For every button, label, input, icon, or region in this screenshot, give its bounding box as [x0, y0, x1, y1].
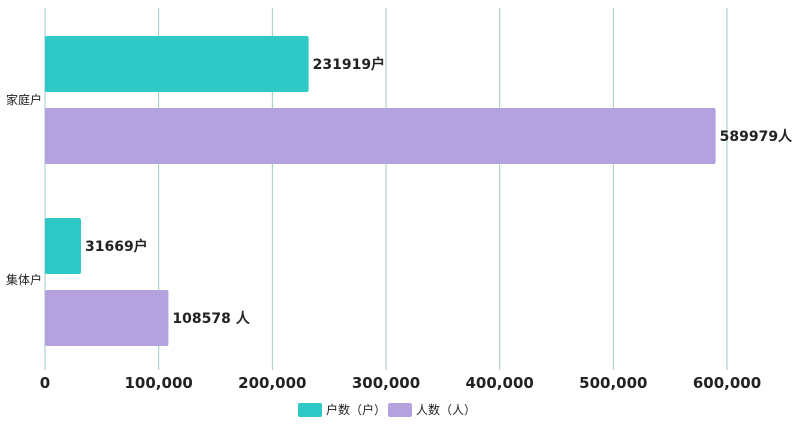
- category-label: 集体户: [6, 272, 42, 287]
- legend-label: 人数（人）: [416, 402, 476, 417]
- x-tick-label: 200,000: [238, 374, 306, 392]
- x-tick-label: 300,000: [352, 374, 420, 392]
- data-label: 31669户: [85, 238, 148, 255]
- category-label: 家庭户: [6, 92, 42, 107]
- x-tick-label: 600,000: [693, 374, 761, 392]
- x-tick-label: 100,000: [125, 374, 193, 392]
- x-tick-label: 400,000: [466, 374, 534, 392]
- x-tick-label: 0: [40, 374, 50, 392]
- legend-swatch: [388, 403, 412, 417]
- bar: [45, 36, 309, 92]
- bar: [45, 290, 169, 346]
- data-label: 108578 人: [172, 310, 250, 327]
- x-tick-label: 500,000: [579, 374, 647, 392]
- bar: [45, 218, 81, 274]
- legend-label: 户数（户）: [326, 402, 386, 417]
- bar: [45, 108, 716, 164]
- legend-swatch: [298, 403, 322, 417]
- data-label: 231919户: [313, 56, 385, 73]
- data-label: 589979人: [720, 128, 793, 145]
